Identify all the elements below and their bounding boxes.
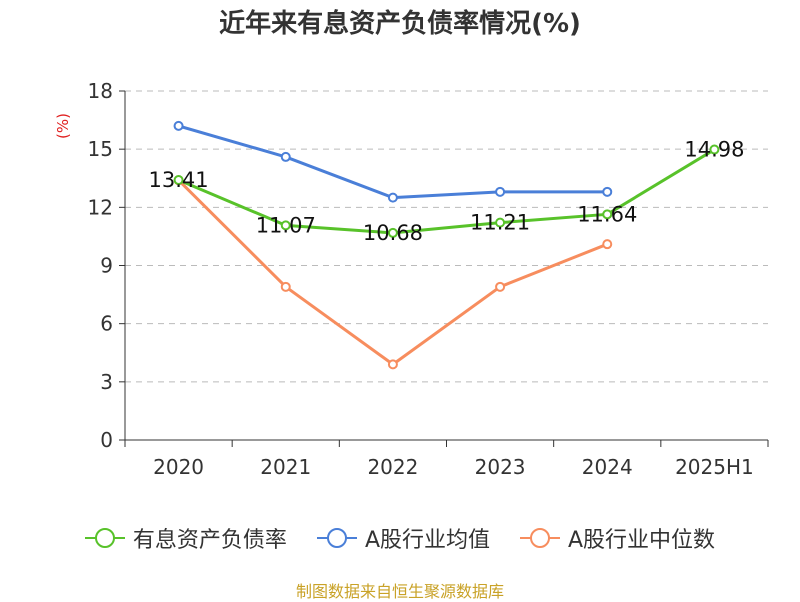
y-axis-label: (%): [54, 113, 72, 139]
legend: 有息资产负债率 A股行业均值 A股行业中位数: [0, 520, 800, 556]
x-tick-label: 2025H1: [675, 455, 754, 479]
legend-marker-icon: [520, 528, 560, 548]
data-point: [602, 239, 613, 250]
data-point: [387, 227, 398, 238]
y-tick-label: 3: [100, 370, 113, 394]
legend-marker-icon: [84, 528, 125, 548]
data-point: [280, 281, 291, 292]
data-label: 11.07: [256, 213, 316, 237]
y-tick-label: 18: [88, 79, 113, 103]
data-point: [173, 120, 184, 131]
grid-lines: [125, 90, 768, 383]
y-tick-label: 0: [100, 428, 113, 452]
data-point: [602, 186, 613, 197]
x-tick-label: 2023: [475, 455, 526, 479]
data-point: [495, 217, 506, 228]
series-line: [178, 124, 608, 200]
axes: 0 3 6 9 12 15 18 (%) 2020 2021 2022 2023 2024 2025H1: [54, 79, 769, 479]
x-tick-label: 2021: [260, 455, 311, 479]
data-label: 13.41: [149, 168, 209, 192]
legend-item[interactable]: 有息资产负债率: [84, 522, 287, 554]
legend-item[interactable]: A股行业均值: [316, 522, 490, 554]
series-lines: [173, 120, 720, 370]
data-point: [387, 359, 398, 370]
data-point: [173, 174, 184, 185]
chart-title: 近年来有息资产负债率情况(%): [219, 9, 581, 39]
legend-label: A股行业均值: [364, 528, 490, 553]
y-tick-label: 12: [88, 195, 113, 219]
x-tick-label: 2022: [367, 455, 418, 479]
data-label: 11.21: [470, 211, 530, 235]
series-line: [177, 148, 716, 235]
source-note: 制图数据来自恒生聚源数据库: [295, 582, 504, 601]
data-label: 14.98: [684, 138, 744, 162]
legend-label: A股行业中位数: [568, 528, 716, 553]
data-point: [387, 192, 398, 203]
legend-label: 有息资产负债率: [132, 528, 287, 553]
data-point: [495, 186, 506, 197]
data-label: 11.64: [577, 202, 637, 226]
y-tick-label: 6: [100, 312, 113, 336]
legend-marker-icon: [316, 528, 357, 548]
data-labels: 13.41 11.07 10.68 11.21 11.64 14.98: [149, 138, 745, 245]
x-tick-label: 2020: [153, 455, 204, 479]
x-tick-label: 2024: [582, 455, 633, 479]
data-point: [280, 220, 291, 231]
y-tick-label: 9: [100, 254, 113, 278]
data-point: [709, 144, 720, 155]
data-point: [602, 209, 613, 220]
legend-item[interactable]: A股行业中位数: [520, 522, 715, 554]
y-tick-label: 15: [88, 137, 113, 161]
data-point: [495, 281, 506, 292]
data-point: [280, 151, 291, 162]
data-label: 10.68: [363, 221, 423, 245]
